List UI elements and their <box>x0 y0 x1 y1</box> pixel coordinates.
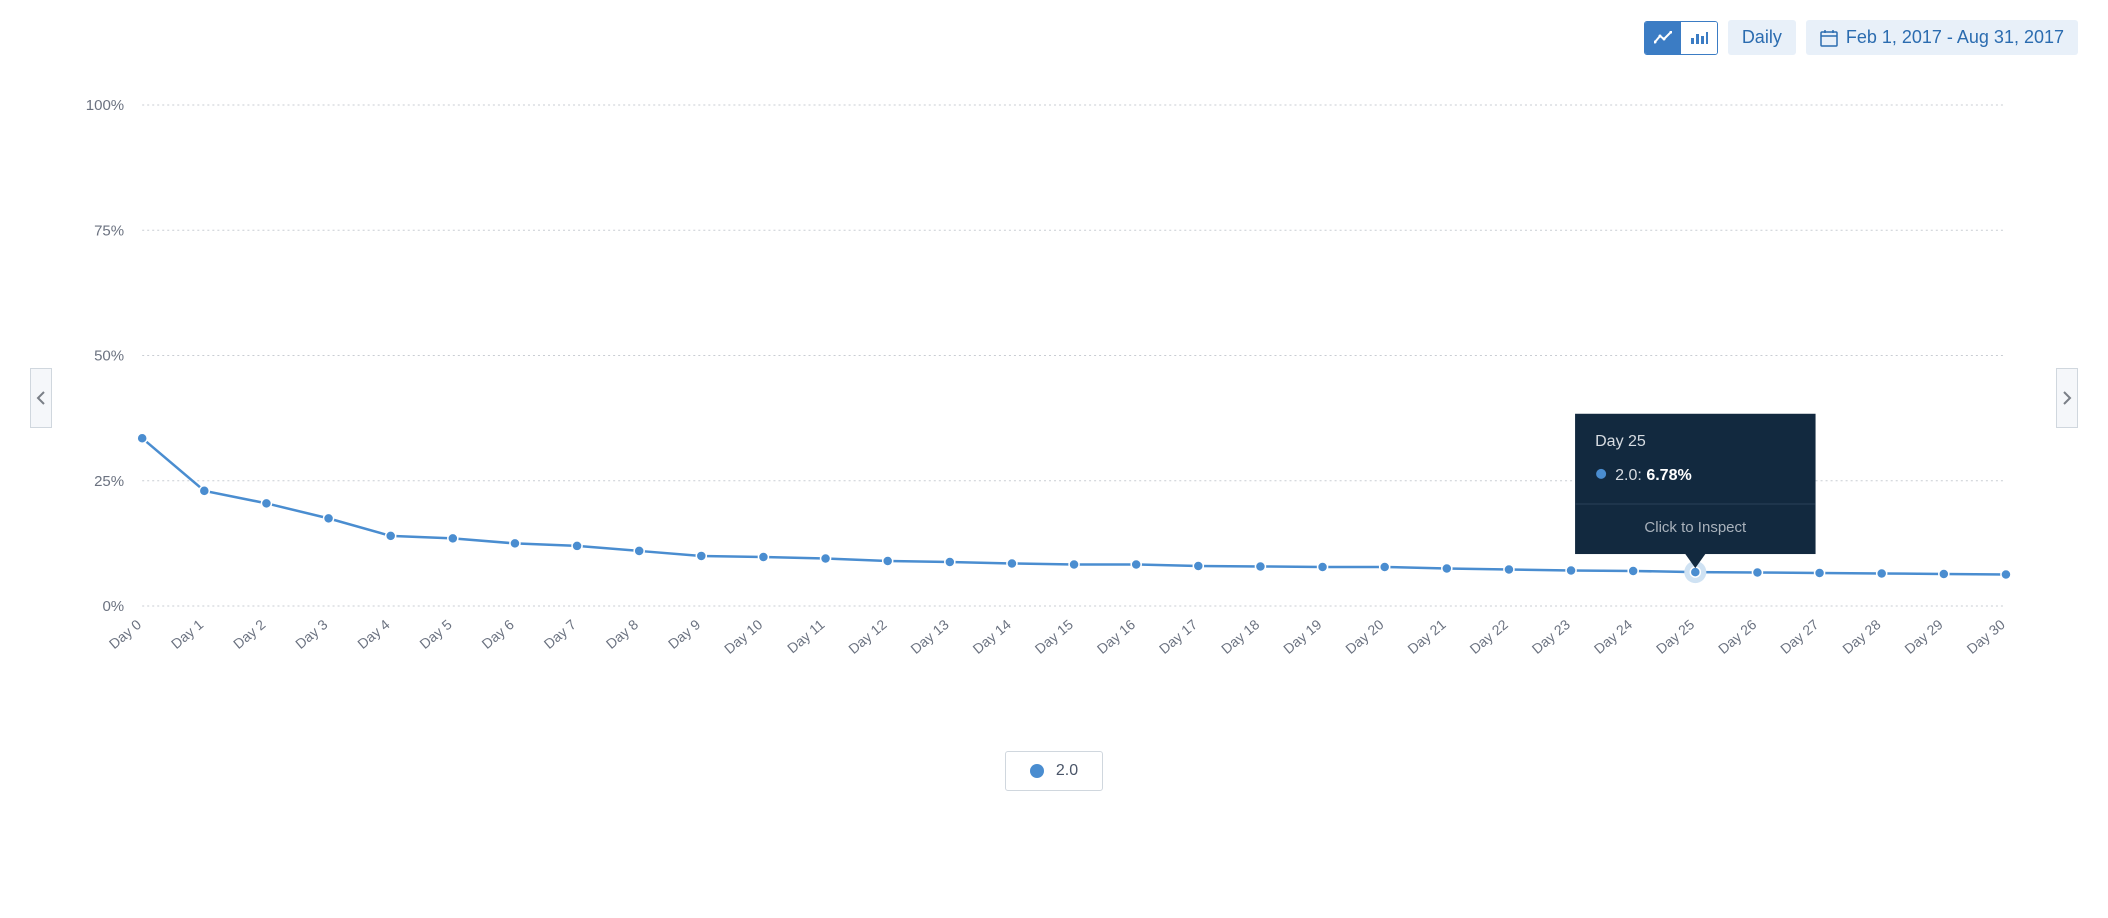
x-axis-tick-label: Day 9 <box>665 616 703 652</box>
date-range-label: Feb 1, 2017 - Aug 31, 2017 <box>1846 27 2064 48</box>
x-axis-tick-label: Day 17 <box>1156 616 1200 657</box>
data-point[interactable] <box>261 498 271 508</box>
data-point[interactable] <box>634 546 644 556</box>
data-point[interactable] <box>1504 564 1514 574</box>
granularity-selector[interactable]: Daily <box>1728 20 1796 55</box>
data-point[interactable] <box>1939 569 1949 579</box>
date-range-selector[interactable]: Feb 1, 2017 - Aug 31, 2017 <box>1806 20 2078 55</box>
x-axis-tick-label: Day 1 <box>168 616 206 652</box>
data-point[interactable] <box>696 551 706 561</box>
data-point[interactable] <box>386 531 396 541</box>
x-axis-tick-label: Day 0 <box>106 616 144 652</box>
x-axis-tick-label: Day 19 <box>1280 616 1324 657</box>
prev-page-button[interactable] <box>30 368 52 428</box>
y-axis-tick-label: 0% <box>102 598 124 615</box>
x-axis-tick-label: Day 12 <box>845 616 889 657</box>
x-axis-tick-label: Day 10 <box>721 616 765 657</box>
tooltip-hint: Click to Inspect <box>1644 519 1747 536</box>
x-axis-tick-label: Day 4 <box>354 616 392 652</box>
data-point[interactable] <box>1007 558 1017 568</box>
data-point[interactable] <box>945 557 955 567</box>
y-axis-tick-label: 25% <box>94 473 124 490</box>
x-axis-tick-label: Day 16 <box>1094 616 1138 657</box>
data-point[interactable] <box>1193 561 1203 571</box>
tooltip-title: Day 25 <box>1595 432 1646 450</box>
data-point[interactable] <box>1752 567 1762 577</box>
data-point[interactable] <box>572 541 582 551</box>
y-axis-tick-label: 75% <box>94 222 124 239</box>
chart-container: 0% 25% 50% 75% 100% Day 0 Day 1 Day 2 Day 3 Day … <box>52 85 2056 711</box>
next-page-button[interactable] <box>2056 368 2078 428</box>
data-point[interactable] <box>1380 562 1390 572</box>
legend: 2.0 <box>30 751 2078 791</box>
x-axis-tick-label: Day 22 <box>1467 616 1511 657</box>
x-axis-tick-label: Day 21 <box>1404 616 1448 657</box>
bar-chart-icon <box>1690 31 1708 45</box>
data-point[interactable] <box>199 486 209 496</box>
x-axis-tick-label: Day 7 <box>541 616 579 652</box>
chevron-left-icon <box>36 390 46 406</box>
x-axis-tick-label: Day 24 <box>1591 616 1635 657</box>
chevron-right-icon <box>2062 390 2072 406</box>
x-axis-tick-label: Day 5 <box>416 616 454 652</box>
line-chart-icon <box>1654 31 1672 45</box>
x-axis-tick-label: Day 14 <box>970 616 1014 657</box>
data-point[interactable] <box>510 538 520 548</box>
chart-area: 0% 25% 50% 75% 100% Day 0 Day 1 Day 2 Day 3 Day … <box>30 85 2078 711</box>
data-point[interactable] <box>448 533 458 543</box>
data-point[interactable] <box>821 553 831 563</box>
data-point[interactable] <box>758 552 768 562</box>
tooltip-value: 2.0: 6.78% <box>1615 466 1692 484</box>
x-axis-tick-label: Day 30 <box>1964 616 2008 657</box>
x-axis-tick-label: Day 11 <box>784 616 828 656</box>
data-point[interactable] <box>1255 561 1265 571</box>
data-point[interactable] <box>324 513 334 523</box>
bar-chart-button[interactable] <box>1681 22 1717 54</box>
x-axis-tick-label: Day 25 <box>1653 616 1697 657</box>
data-point[interactable] <box>1442 563 1452 573</box>
calendar-icon <box>1820 29 1838 47</box>
legend-label: 2.0 <box>1056 762 1078 780</box>
x-axis-tick-label: Day 27 <box>1777 616 1821 657</box>
x-axis-tick-label: Day 18 <box>1218 616 1262 657</box>
data-point[interactable] <box>1690 567 1700 577</box>
x-axis-tick-label: Day 2 <box>230 616 268 652</box>
x-axis-tick-label: Day 23 <box>1529 616 1573 657</box>
data-point[interactable] <box>1318 562 1328 572</box>
x-axis-tick-label: Day 20 <box>1342 616 1386 657</box>
legend-dot <box>1030 764 1044 778</box>
y-axis-tick-label: 50% <box>94 348 124 365</box>
legend-item[interactable]: 2.0 <box>1005 751 1103 791</box>
x-axis-tick-label: Day 28 <box>1839 616 1883 657</box>
x-axis-tick-label: Day 3 <box>292 616 330 652</box>
data-point[interactable] <box>1877 568 1887 578</box>
x-axis-tick-label: Day 15 <box>1032 616 1076 657</box>
x-axis-tick-label: Day 6 <box>479 616 517 652</box>
chart-type-toggle <box>1644 21 1718 55</box>
line-chart-button[interactable] <box>1645 22 1681 54</box>
data-point[interactable] <box>1069 559 1079 569</box>
data-point[interactable] <box>137 433 147 443</box>
data-point[interactable] <box>2001 569 2011 579</box>
data-point[interactable] <box>1815 568 1825 578</box>
x-axis-tick-label: Day 29 <box>1901 616 1945 657</box>
granularity-label: Daily <box>1742 27 1782 48</box>
y-axis-tick-label: 100% <box>86 97 124 114</box>
x-axis-tick-label: Day 13 <box>907 616 951 657</box>
x-axis-tick-label: Day 26 <box>1715 616 1759 657</box>
x-axis-tick-label: Day 8 <box>603 616 641 652</box>
data-point[interactable] <box>1628 566 1638 576</box>
retention-line-chart[interactable]: 0% 25% 50% 75% 100% Day 0 Day 1 Day 2 Day 3 Day … <box>52 85 2036 706</box>
data-point[interactable] <box>1131 559 1141 569</box>
toolbar: Daily Feb 1, 2017 - Aug 31, 2017 <box>30 20 2078 55</box>
data-point[interactable] <box>1566 565 1576 575</box>
data-point[interactable] <box>883 556 893 566</box>
